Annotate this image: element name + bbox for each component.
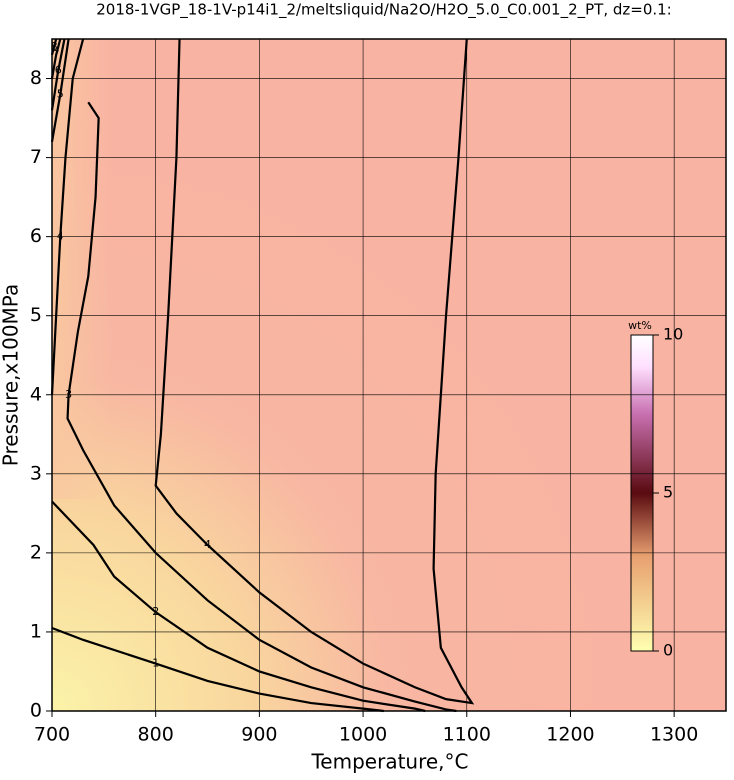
y-tick-label: 2 — [30, 541, 42, 563]
y-tick-label: 0 — [30, 700, 42, 722]
contour-line — [51, 626, 384, 713]
contour-label: 4 — [204, 538, 211, 551]
y-tick-label: 3 — [30, 462, 42, 484]
x-tick-label: 1000 — [339, 724, 387, 746]
contour-line — [154, 38, 475, 705]
y-tick-label: 4 — [30, 383, 42, 405]
x-tick-label: 700 — [34, 724, 70, 746]
contour-label: 4 — [57, 230, 64, 243]
colorbar-tick-label: 10 — [663, 325, 683, 344]
plot-frame — [51, 38, 727, 712]
contour-label: 2 — [152, 605, 159, 618]
contour-label: 8 — [51, 40, 58, 53]
x-tick-label: 1100 — [443, 724, 491, 746]
x-axis-label: Temperature,°C — [310, 750, 468, 774]
contour-line — [66, 101, 457, 713]
y-tick-label: 6 — [30, 225, 42, 247]
colorbar-tick-label: 5 — [663, 483, 673, 502]
contour-line — [50, 38, 70, 142]
y-tick-label: 5 — [30, 304, 42, 326]
colorbar-label: wt% — [628, 319, 652, 332]
y-tick-label: 8 — [30, 67, 42, 89]
y-tick-label: 1 — [30, 620, 42, 642]
y-tick-label: 7 — [30, 146, 42, 168]
contour-line — [51, 500, 426, 713]
x-tick-label: 800 — [138, 724, 174, 746]
colorbar-tick-label: 0 — [663, 641, 673, 660]
x-tick-label: 1200 — [546, 724, 594, 746]
contour-label: 6 — [55, 64, 62, 77]
chart-title: 2018-1VGP_18-1V-p14i1_2/meltsliquid/Na2O… — [96, 1, 672, 20]
colorbar — [630, 334, 654, 652]
y-axis-label: Pressure,x100MPa — [0, 284, 23, 466]
contour-label: 3 — [65, 388, 72, 401]
field-strip — [52, 39, 112, 499]
contour-label: 7 — [53, 48, 60, 61]
x-tick-label: 900 — [241, 724, 277, 746]
contour-line — [50, 38, 85, 395]
contour-label: 1 — [152, 657, 159, 670]
contour-line — [50, 38, 62, 79]
x-tick-label: 1300 — [650, 724, 698, 746]
contour-label: 5 — [57, 87, 64, 100]
contour-line — [50, 38, 66, 111]
